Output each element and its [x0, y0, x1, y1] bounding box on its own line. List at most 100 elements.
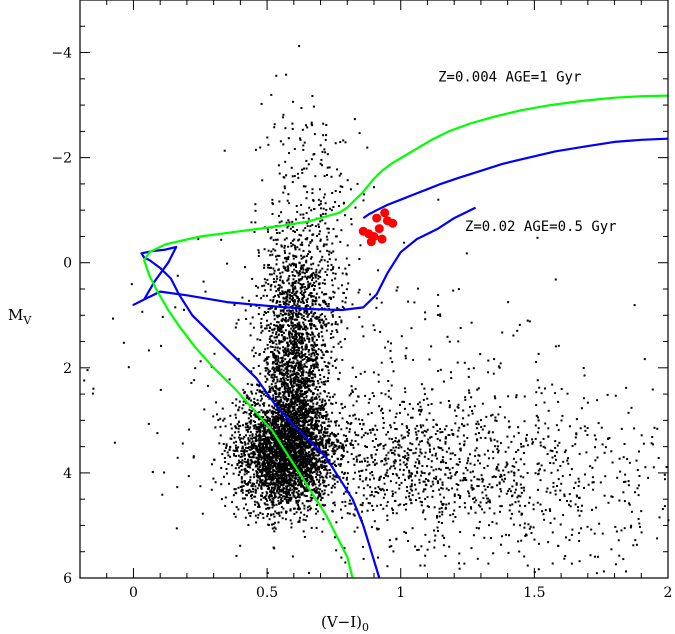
field-star — [282, 445, 285, 448]
field-star — [319, 437, 322, 440]
field-star — [284, 446, 287, 449]
field-star — [291, 406, 294, 409]
field-star — [330, 332, 333, 335]
field-star — [267, 461, 269, 463]
field-star — [277, 521, 280, 524]
field-star — [299, 384, 302, 387]
field-star — [289, 378, 292, 381]
field-star — [271, 437, 274, 439]
field-star — [261, 471, 264, 474]
field-star — [282, 261, 285, 264]
field-star — [324, 282, 326, 285]
field-star — [323, 278, 326, 281]
field-star — [283, 395, 286, 398]
field-star — [323, 299, 326, 302]
field-star — [275, 258, 278, 261]
field-star — [296, 246, 299, 249]
field-star — [233, 488, 236, 491]
field-star — [300, 381, 302, 383]
field-star — [231, 434, 234, 437]
field-star — [258, 404, 261, 407]
field-star — [314, 463, 317, 466]
field-star — [268, 397, 271, 400]
field-star — [303, 402, 306, 405]
field-star — [279, 418, 282, 421]
field-star — [344, 267, 347, 270]
field-star — [292, 402, 295, 405]
field-star — [303, 288, 306, 291]
field-star — [223, 417, 226, 420]
field-star — [276, 349, 279, 352]
field-star — [250, 456, 253, 459]
field-star — [303, 414, 306, 417]
field-star — [264, 503, 267, 506]
field-star — [300, 257, 303, 260]
field-star — [304, 345, 307, 348]
field-star — [234, 488, 237, 491]
field-star — [293, 370, 296, 373]
field-star — [245, 434, 247, 437]
field-star — [285, 420, 288, 423]
field-star — [263, 441, 266, 444]
field-star — [269, 459, 272, 462]
field-star — [252, 447, 255, 449]
field-star — [310, 406, 313, 408]
field-star — [280, 494, 283, 497]
field-star — [314, 469, 317, 472]
field-star — [261, 456, 264, 459]
field-star — [271, 415, 274, 418]
field-star — [276, 441, 279, 444]
field-star — [248, 455, 251, 458]
field-star — [235, 322, 238, 325]
field-star — [305, 395, 308, 398]
field-star — [262, 482, 265, 485]
field-star — [312, 380, 315, 383]
field-star — [332, 290, 335, 293]
field-star — [301, 276, 304, 278]
field-star — [225, 443, 228, 446]
field-star — [306, 391, 309, 394]
field-star — [293, 357, 296, 360]
field-star — [313, 299, 316, 302]
field-star — [297, 306, 300, 309]
field-star — [267, 442, 270, 444]
field-star — [318, 395, 321, 398]
field-star — [316, 357, 319, 360]
field-star — [279, 292, 282, 294]
field-star — [308, 340, 311, 343]
field-star — [310, 433, 313, 436]
field-star — [241, 491, 244, 494]
field-star — [287, 319, 290, 322]
field-star — [321, 438, 324, 441]
field-star — [276, 325, 279, 328]
field-star — [270, 486, 273, 489]
field-star — [267, 411, 270, 414]
field-star — [292, 382, 295, 385]
field-star — [246, 395, 249, 398]
field-star — [326, 428, 329, 431]
field-star — [318, 465, 321, 468]
field-star — [311, 379, 314, 382]
field-star — [296, 458, 299, 461]
field-star — [260, 438, 263, 441]
field-star — [269, 299, 272, 302]
field-star — [273, 526, 276, 529]
field-star — [266, 457, 269, 459]
field-star — [278, 431, 281, 434]
field-star — [293, 318, 296, 321]
field-star — [277, 499, 280, 502]
field-star — [293, 416, 296, 419]
field-star — [295, 310, 298, 313]
field-star — [332, 266, 335, 269]
field-star — [292, 311, 295, 314]
field-star — [272, 513, 275, 516]
field-star — [303, 354, 306, 357]
field-star — [293, 381, 296, 384]
field-star — [294, 410, 297, 413]
field-star — [326, 260, 329, 263]
field-star — [308, 353, 311, 356]
field-star — [291, 446, 294, 449]
field-star — [295, 314, 298, 317]
field-star — [318, 474, 321, 477]
field-star — [284, 386, 287, 389]
